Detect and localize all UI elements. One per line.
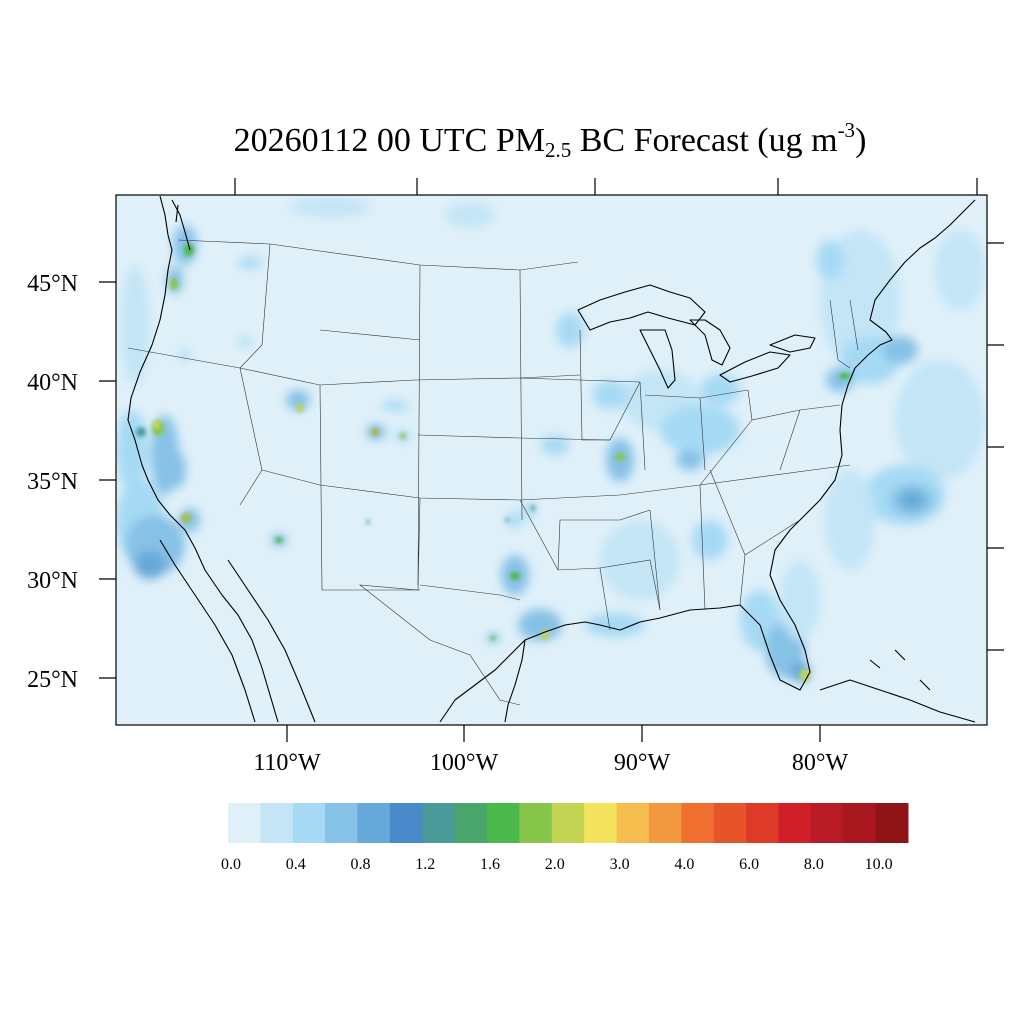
colorbar-swatch <box>616 803 650 843</box>
colorbar-swatch <box>357 803 391 843</box>
colorbar <box>228 803 909 843</box>
colorbar-swatch <box>519 803 553 843</box>
colorbar-swatch <box>389 803 423 843</box>
colorbar-swatch <box>551 803 585 843</box>
top-ticks <box>234 178 978 195</box>
colorbar-swatch <box>584 803 618 843</box>
colorbar-swatch <box>260 803 294 843</box>
bottom-ticks <box>286 725 821 742</box>
coastline-and-borders <box>127 195 976 723</box>
colorbar-swatch <box>810 803 844 843</box>
colorbar-swatch <box>746 803 779 843</box>
colorbar-label: 8.0 <box>804 856 824 873</box>
colorbar-label: 0.0 <box>221 856 241 873</box>
colorbar-swatch <box>778 803 812 843</box>
colorbar-label: 3.0 <box>610 856 630 873</box>
colorbar-label: 4.0 <box>674 856 694 873</box>
lat-label-40: 40°N <box>27 370 78 396</box>
colorbar-label: 1.2 <box>415 856 435 873</box>
colorbar-label: 10.0 <box>865 856 893 873</box>
state-borders <box>127 239 859 706</box>
colorbar-swatch <box>292 803 326 843</box>
lon-label-80: 80°W <box>792 750 849 776</box>
colorbar-swatch <box>487 803 520 843</box>
lat-label-25: 25°N <box>27 667 78 693</box>
lon-label-100: 100°W <box>430 750 499 776</box>
hotspots <box>136 244 851 681</box>
colorbar-swatch <box>843 803 877 843</box>
lat-label-45: 45°N <box>27 271 78 297</box>
map-field <box>116 195 987 725</box>
colorbar-swatch <box>681 803 715 843</box>
colorbar-labels: 0.0 0.4 0.8 1.2 1.6 2.0 3.0 4.0 6.0 8.0 10.0 <box>221 856 893 873</box>
colorbar-swatch <box>228 803 261 843</box>
colorbar-swatch <box>325 803 359 843</box>
longitude-labels: 110°W 100°W 90°W 80°W <box>253 750 848 776</box>
lat-label-35: 35°N <box>27 469 78 495</box>
colorbar-swatch <box>875 803 909 843</box>
lat-label-30: 30°N <box>27 568 78 594</box>
colorbar-swatch <box>454 803 488 843</box>
lon-label-110: 110°W <box>253 750 321 776</box>
colorbar-label: 0.8 <box>351 856 371 873</box>
colorbar-label: 2.0 <box>545 856 565 873</box>
colorbar-label: 6.0 <box>739 856 759 873</box>
map-title: 20260112 00 UTC PM2.5 BC Forecast (ug m-… <box>233 118 867 162</box>
left-ticks <box>99 281 116 679</box>
lon-label-90: 90°W <box>614 750 671 776</box>
colorbar-swatch <box>648 803 682 843</box>
colorbar-label: 1.6 <box>480 856 500 873</box>
map-frame <box>115 194 988 726</box>
concentration-patches <box>116 197 985 682</box>
latitude-labels: 45°N 40°N 35°N 30°N 25°N <box>27 271 78 693</box>
colorbar-label: 0.4 <box>286 856 306 873</box>
colorbar-swatch <box>713 803 747 843</box>
right-ticks <box>987 242 1004 651</box>
colorbar-swatch <box>422 803 456 843</box>
